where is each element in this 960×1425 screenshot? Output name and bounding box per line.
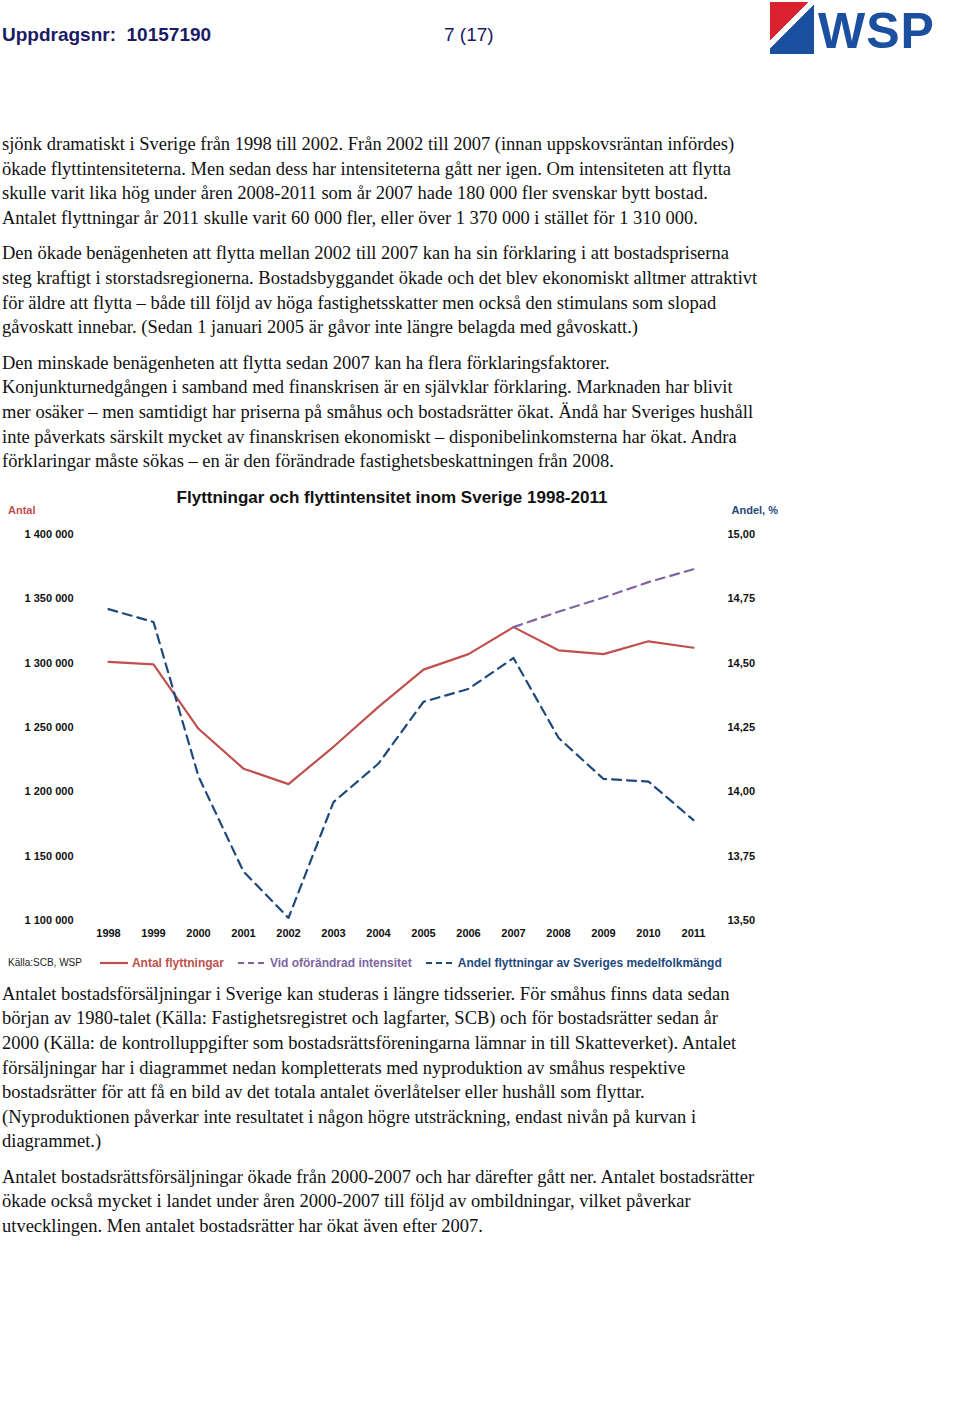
html-text:Antal flyttningar: Antal flyttningar (131, 955, 224, 970)
svg-text:2002: 2002 (276, 927, 300, 939)
svg-text:1 200 000: 1 200 000 (25, 785, 74, 797)
svg-text:2011: 2011 (682, 927, 706, 939)
html-text:sjönk dramatiskt i Sverige frå: sjönk dramatiskt i Sverige från 1998 til… (2, 134, 735, 228)
html-text:Den minskade benägenheten att: Den minskade benägenheten att flytta sed… (2, 352, 754, 472)
html-text:Uppdragsnr: 10157190: Uppdragsnr: 10157190 (2, 24, 212, 45)
svg-text:1 250 000: 1 250 000 (25, 721, 74, 733)
html-text:WSP: WSP (818, 3, 935, 59)
svg-text:13,75: 13,75 (728, 849, 756, 861)
svg-text:2000: 2000 (186, 927, 210, 939)
svg-text:2010: 2010 (636, 927, 660, 939)
html-text:Flyttningar och flyttintensite: Flyttningar och flyttintensitet inom Sve… (176, 487, 608, 507)
svg-text:1 300 000: 1 300 000 (25, 656, 74, 668)
svg-text:14,00: 14,00 (728, 785, 756, 797)
svg-text:2008: 2008 (546, 927, 570, 939)
svg-text:15,00: 15,00 (728, 528, 756, 540)
html-text:Den ökade benägenheten att fly: Den ökade benägenheten att flytta mellan… (2, 243, 758, 338)
svg-text:2006: 2006 (456, 927, 480, 939)
svg-text:14,75: 14,75 (728, 592, 756, 604)
svg-text:14,25: 14,25 (728, 721, 756, 733)
svg-text:2005: 2005 (411, 927, 435, 939)
svg-text:2007: 2007 (501, 927, 525, 939)
html-text:Andel flyttningar av Sveriges: Andel flyttningar av Sveriges medelfolkm… (457, 955, 722, 970)
svg-text:2003: 2003 (321, 927, 345, 939)
svg-text:2001: 2001 (231, 927, 255, 939)
svg-text:2004: 2004 (366, 927, 391, 939)
svg-text:1998: 1998 (96, 927, 120, 939)
html-text:7 (17): 7 (17) (444, 24, 494, 45)
html-text:Andel, %: Andel, % (731, 503, 778, 516)
svg-text:1 100 000: 1 100 000 (25, 914, 74, 926)
svg-text:13,50: 13,50 (728, 914, 756, 926)
html-text:Antal: Antal (8, 503, 36, 516)
svg-text:1 400 000: 1 400 000 (25, 528, 74, 540)
html-text:Källa:SCB, WSP: Källa:SCB, WSP (8, 957, 82, 969)
svg-text:1 150 000: 1 150 000 (25, 849, 74, 861)
html-text:Vid oförändrad intensitet: Vid oförändrad intensitet (269, 955, 412, 970)
html-text:Antalet bostadsrättsförsäljnin: Antalet bostadsrättsförsäljningar ökade … (2, 1166, 755, 1237)
html-text:Antalet bostadsförsäljningar i: Antalet bostadsförsäljningar i Sverige k… (2, 983, 737, 1152)
svg-text:2009: 2009 (591, 927, 615, 939)
svg-text:1 350 000: 1 350 000 (25, 592, 74, 604)
svg-text:1999: 1999 (141, 927, 165, 939)
svg-text:14,50: 14,50 (728, 656, 756, 668)
